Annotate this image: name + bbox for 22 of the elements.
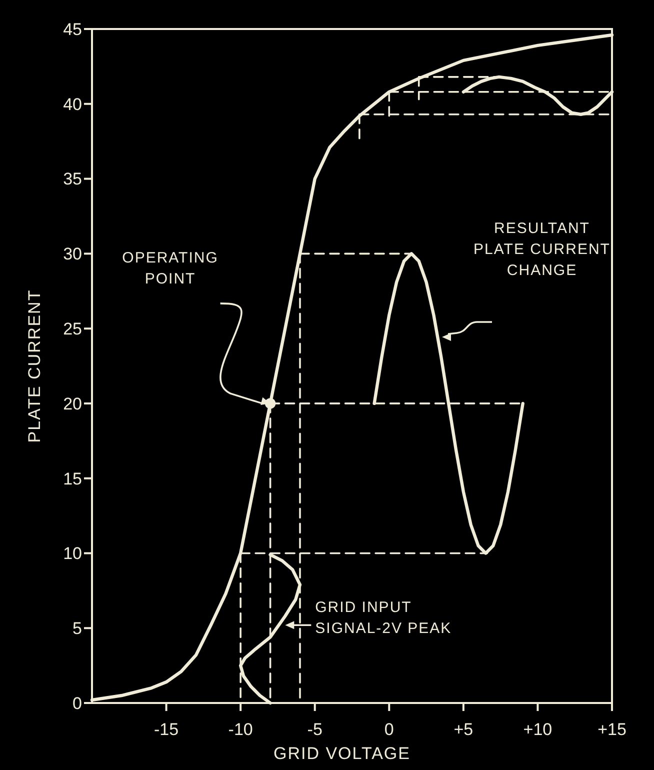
y-tick-label: 5 <box>72 619 82 638</box>
x-tick-label: -10 <box>228 720 253 739</box>
y-tick-label: 10 <box>63 544 82 564</box>
y-tick-label: 0 <box>72 694 82 713</box>
x-tick-label: 0 <box>384 720 394 739</box>
x-tick-label: +15 <box>598 720 626 739</box>
y-tick-label: 35 <box>63 170 82 189</box>
y-axis-title: PLATE CURRENT <box>25 289 44 443</box>
annotation: GRID INPUT SIGNAL-2V PEAK <box>315 599 452 638</box>
annotation: OPERATING POINT <box>122 249 218 288</box>
x-tick-label: +5 <box>454 720 474 739</box>
x-tick-label: -5 <box>307 720 322 739</box>
y-tick-label: 30 <box>63 244 82 264</box>
y-tick-label: 45 <box>63 20 82 39</box>
y-tick-label: 40 <box>63 94 82 114</box>
x-axis-title: GRID VOLTAGE <box>273 744 411 763</box>
annotation: RESULTANT PLATE CURRENT CHANGE <box>474 220 610 279</box>
x-tick-label: +10 <box>523 720 552 739</box>
y-tick-label: 25 <box>63 320 82 339</box>
x-tick-label: -15 <box>154 720 179 739</box>
y-tick-label: 20 <box>63 394 82 414</box>
y-tick-label: 15 <box>63 469 82 488</box>
